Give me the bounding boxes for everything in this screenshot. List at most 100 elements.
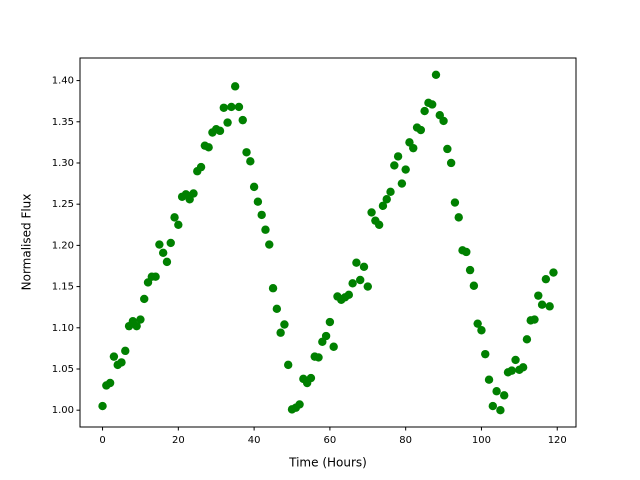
y-tick-label: 1.30 <box>52 158 74 169</box>
point <box>363 282 372 291</box>
point <box>314 353 323 362</box>
point <box>121 346 130 356</box>
y-tick-label: 1.20 <box>52 240 74 251</box>
point <box>530 315 539 324</box>
y-tick-label: 1.40 <box>52 76 74 87</box>
y-tick-label: 1.35 <box>52 117 74 128</box>
point <box>257 210 266 220</box>
point <box>219 103 228 112</box>
point <box>374 220 384 229</box>
point <box>215 126 225 136</box>
point <box>272 304 282 314</box>
point <box>428 100 437 109</box>
point <box>450 198 460 207</box>
point <box>511 355 520 365</box>
point <box>136 315 145 324</box>
y-tick-label: 1.15 <box>52 282 74 293</box>
y-tick-label: 1.00 <box>52 405 74 416</box>
point <box>549 268 558 277</box>
point <box>329 342 338 351</box>
point <box>352 258 361 267</box>
y-tick-label: 1.10 <box>52 323 74 334</box>
x-tick-label: 100 <box>472 435 491 446</box>
point <box>469 281 479 290</box>
point <box>537 300 547 309</box>
point <box>132 321 141 331</box>
point <box>545 302 554 311</box>
point <box>117 358 126 367</box>
point <box>280 320 289 329</box>
point <box>393 152 403 161</box>
point <box>98 401 107 411</box>
y-axis-label: Normalised Flux <box>20 194 34 291</box>
point <box>439 116 448 126</box>
point <box>378 201 388 211</box>
point <box>443 144 452 154</box>
point <box>105 378 115 388</box>
point <box>518 363 528 372</box>
point <box>462 247 471 257</box>
y-tick-label: 1.25 <box>52 199 74 210</box>
point <box>499 391 509 400</box>
x-tick-label: 40 <box>248 435 261 446</box>
point <box>534 291 543 300</box>
point <box>242 148 251 157</box>
x-tick-label: 60 <box>324 435 337 446</box>
point <box>155 240 164 249</box>
point <box>166 238 175 248</box>
x-tick-label: 120 <box>548 435 567 446</box>
point <box>454 213 463 222</box>
point <box>484 375 494 384</box>
point <box>390 161 399 170</box>
point <box>158 248 168 258</box>
point <box>238 115 247 125</box>
plot-frame <box>79 57 577 428</box>
point <box>246 157 255 166</box>
point <box>295 400 304 409</box>
point <box>446 158 456 168</box>
point <box>234 102 244 112</box>
point <box>359 262 369 272</box>
point <box>174 220 183 229</box>
point <box>261 225 270 234</box>
point <box>473 319 482 328</box>
point <box>477 326 486 335</box>
point <box>284 360 293 370</box>
point <box>356 275 365 285</box>
point <box>496 405 505 415</box>
point <box>507 366 516 375</box>
point <box>348 279 357 288</box>
point <box>488 401 498 411</box>
x-axis-label: Time (Hours) <box>288 456 367 470</box>
point <box>397 179 407 188</box>
point <box>109 352 119 361</box>
y-tick-label: 1.05 <box>52 364 74 375</box>
point <box>249 182 259 192</box>
point <box>170 213 179 222</box>
point <box>431 70 441 80</box>
point <box>140 294 149 304</box>
point <box>230 82 240 91</box>
x-tick-label: 80 <box>399 435 412 446</box>
point <box>386 187 395 197</box>
x-tick-label: 20 <box>172 435 185 446</box>
point <box>344 290 354 300</box>
point <box>189 189 198 198</box>
point <box>196 162 206 172</box>
point <box>541 274 551 284</box>
point <box>204 143 213 152</box>
point <box>416 125 426 135</box>
point <box>382 195 391 204</box>
point <box>265 240 274 249</box>
point <box>367 208 376 217</box>
point <box>325 317 335 327</box>
point <box>401 165 410 174</box>
point <box>481 349 490 359</box>
point <box>306 373 316 383</box>
point <box>492 387 501 396</box>
point <box>162 257 172 267</box>
point <box>420 106 429 116</box>
point <box>409 143 418 153</box>
x-tick-label: 0 <box>99 435 105 446</box>
